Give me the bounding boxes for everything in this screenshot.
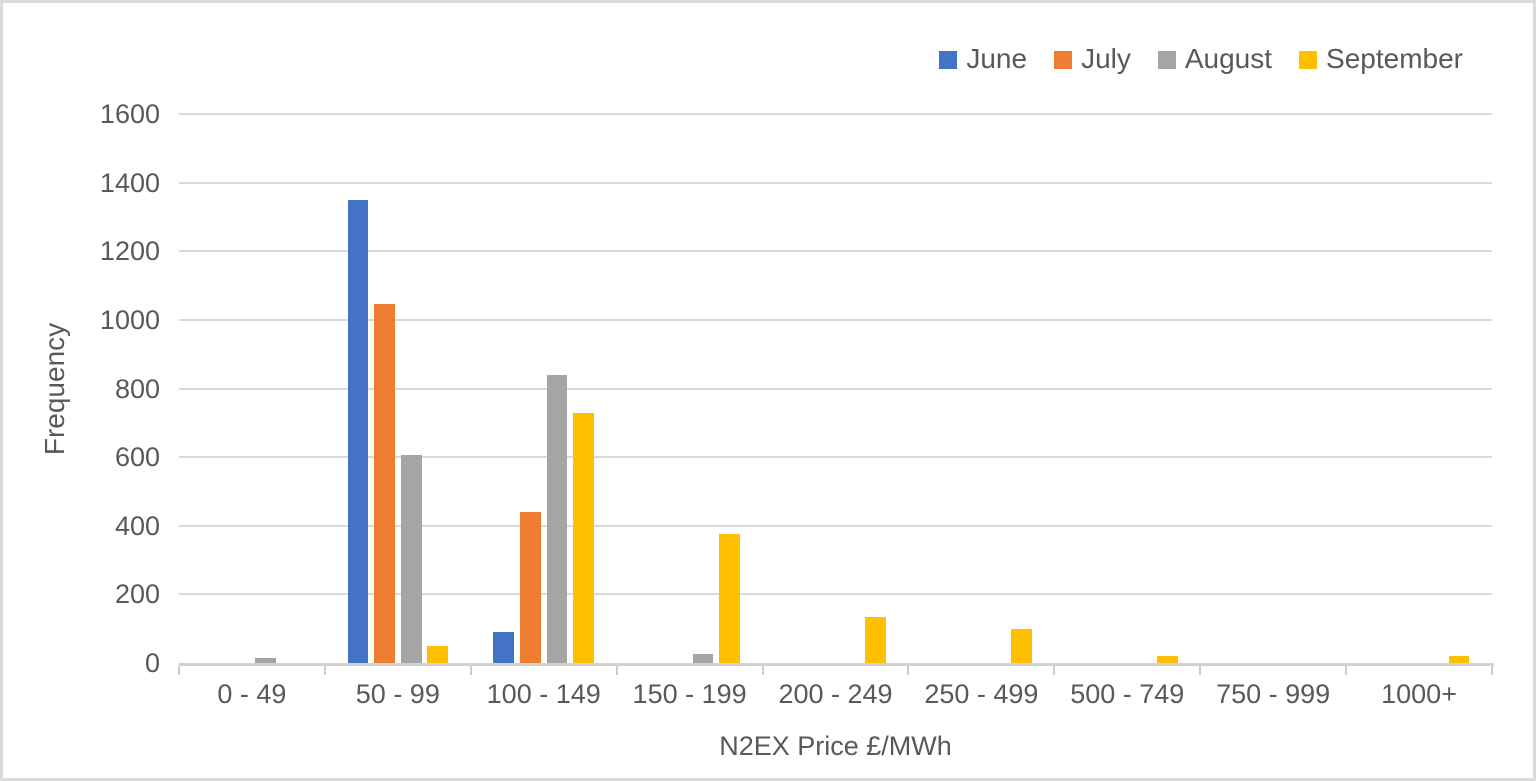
bar-july-50-99 bbox=[374, 304, 395, 663]
bar-june-50-99 bbox=[347, 199, 369, 663]
x-axis-tick bbox=[761, 666, 764, 675]
gridline-200 bbox=[179, 593, 1492, 596]
legend-label: August bbox=[1184, 43, 1273, 74]
x-axis-tick bbox=[469, 666, 472, 675]
bar-september-1000+ bbox=[1448, 656, 1470, 663]
chart-legend: June July August September bbox=[939, 45, 1463, 73]
x-axis-tick bbox=[1345, 666, 1348, 675]
x-axis-tick bbox=[907, 666, 910, 675]
x-axis-tick bbox=[1491, 666, 1493, 675]
y-tick-label: 1400 bbox=[99, 167, 160, 198]
x-axis-tick bbox=[615, 666, 618, 675]
legend-swatch-july bbox=[1054, 51, 1073, 69]
legend-item-august: August bbox=[1157, 43, 1273, 74]
bar-august-0-49 bbox=[254, 657, 276, 663]
bar-september-50-99 bbox=[427, 645, 449, 663]
gridline-1000 bbox=[179, 318, 1492, 321]
x-category-label: 150 - 199 bbox=[632, 679, 747, 709]
y-tick-label: 1200 bbox=[99, 236, 160, 267]
gridline-1200 bbox=[179, 250, 1492, 253]
x-category-label: 0 - 49 bbox=[217, 679, 287, 709]
x-category-label: 750 - 999 bbox=[1216, 679, 1331, 709]
bar-august-150-199 bbox=[692, 654, 714, 663]
legend-label: September bbox=[1326, 43, 1463, 74]
x-axis-tick bbox=[1053, 666, 1056, 675]
x-category-label: 100 - 149 bbox=[486, 679, 601, 709]
bar-june-100-149 bbox=[493, 632, 515, 663]
gridline-1600 bbox=[179, 113, 1492, 115]
bar-chart: June July August September Frequency 0 200 40… bbox=[3, 3, 1533, 778]
legend-item-june: June bbox=[939, 45, 1027, 73]
x-axis-title: N2EX Price £/MWh bbox=[719, 731, 952, 761]
bar-september-200-249 bbox=[865, 616, 886, 663]
bar-july-100-149 bbox=[520, 512, 541, 663]
gridline-1400 bbox=[179, 181, 1492, 184]
bar-august-50-99 bbox=[400, 455, 422, 663]
legend-swatch-august bbox=[1157, 51, 1176, 69]
bar-august-100-149 bbox=[546, 374, 568, 663]
y-tick-label: 800 bbox=[114, 373, 160, 404]
x-category-label: 1000+ bbox=[1381, 679, 1457, 709]
x-axis-tick bbox=[323, 666, 326, 675]
legend-item-july: July bbox=[1054, 45, 1131, 73]
x-axis-tick bbox=[178, 666, 180, 675]
legend-swatch-june bbox=[939, 51, 958, 69]
y-tick-label: 200 bbox=[114, 579, 160, 610]
y-tick-label: 600 bbox=[114, 442, 160, 473]
legend-label: June bbox=[966, 43, 1028, 74]
bar-september-500-749 bbox=[1156, 656, 1178, 663]
gridline-400 bbox=[179, 524, 1492, 527]
x-axis-tick bbox=[1199, 666, 1202, 675]
gridline-800 bbox=[179, 387, 1492, 390]
y-tick-label: 1600 bbox=[99, 99, 160, 129]
y-tick-label: 0 bbox=[144, 648, 160, 678]
bar-september-100-149 bbox=[573, 412, 595, 663]
x-axis-line bbox=[179, 663, 1494, 666]
y-tick-label: 1000 bbox=[99, 304, 160, 335]
legend-swatch-september bbox=[1299, 51, 1318, 69]
x-category-label: 50 - 99 bbox=[355, 679, 440, 709]
x-category-label: 500 - 749 bbox=[1070, 679, 1185, 709]
legend-item-september: September bbox=[1299, 45, 1463, 73]
y-tick-label: 400 bbox=[114, 510, 160, 541]
bar-september-150-199 bbox=[719, 534, 740, 663]
x-category-label: 200 - 249 bbox=[778, 679, 893, 709]
x-category-label: 250 - 499 bbox=[924, 679, 1039, 709]
legend-label: July bbox=[1081, 43, 1131, 74]
bar-september-250-499 bbox=[1010, 628, 1032, 663]
gridline-600 bbox=[179, 456, 1492, 459]
